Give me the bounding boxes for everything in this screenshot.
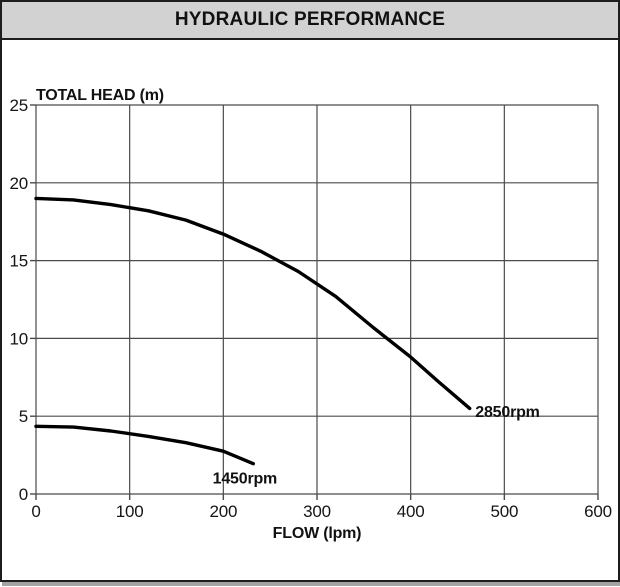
chart-title: HYDRAULIC PERFORMANCE	[174, 9, 446, 30]
curve-label-1450rpm: 1450rpm	[213, 471, 277, 488]
x-axis-title: FLOW (lpm)	[273, 525, 362, 542]
x-tick-label: 400	[397, 502, 425, 521]
axis-ticks: 0 100 200 300 400 500 600 0 5 10 15 20 25	[9, 96, 612, 521]
y-tick-label: 10	[9, 329, 28, 348]
grid-lines	[35, 104, 599, 495]
x-tick-label: 200	[209, 502, 237, 521]
y-tick-label: 20	[9, 174, 28, 193]
y-tick-label: 5	[19, 407, 28, 426]
x-tick-label: 600	[584, 502, 612, 521]
curve-2850rpm	[34, 196, 472, 411]
curve-1450rpm	[34, 424, 255, 466]
y-tick-label: 15	[9, 252, 28, 271]
y-axis-title: TOTAL HEAD (m)	[36, 87, 164, 104]
y-tick-label: 25	[9, 96, 28, 115]
curve-label-2850rpm: 2850rpm	[475, 404, 539, 421]
y-tick-label: 0	[19, 485, 28, 504]
x-tick-label: 500	[490, 502, 518, 521]
chart-title-bar: HYDRAULIC PERFORMANCE	[2, 2, 618, 40]
x-tick-label: 300	[303, 502, 331, 521]
x-tick-label: 100	[116, 502, 144, 521]
x-tick-label: 0	[31, 502, 40, 521]
